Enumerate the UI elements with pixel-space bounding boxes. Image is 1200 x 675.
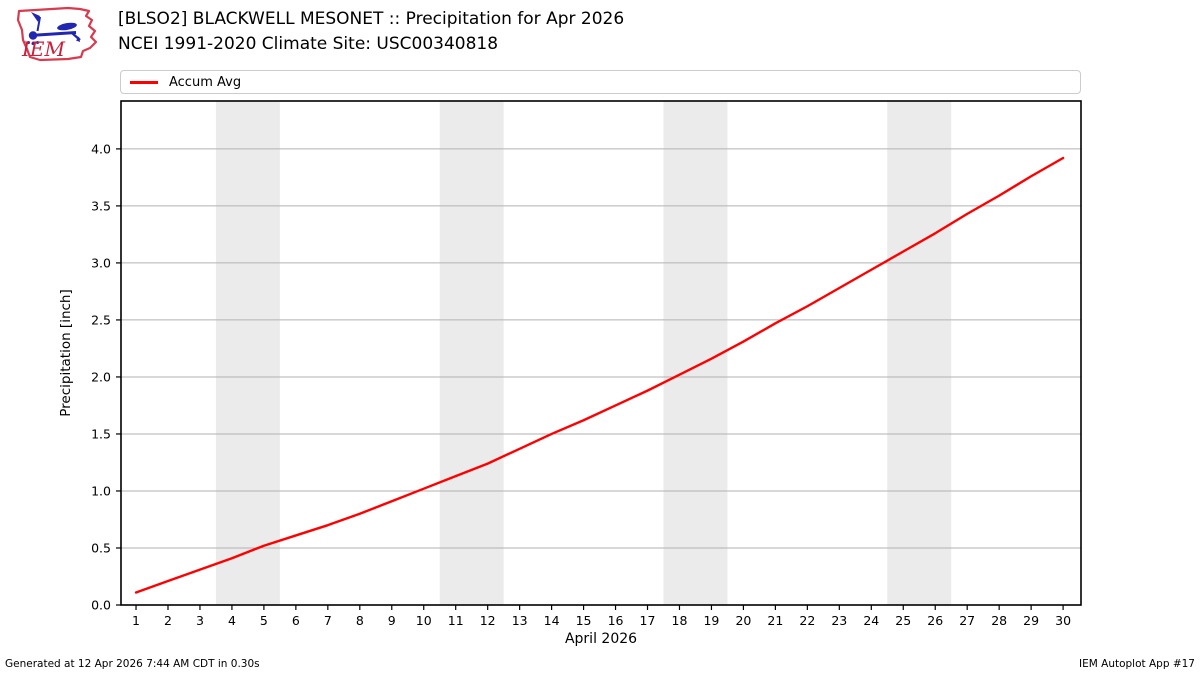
app-credit: IEM Autoplot App #17	[1079, 658, 1195, 670]
x-tick-label: 23	[831, 613, 847, 628]
y-tick-label: 4.0	[91, 141, 111, 156]
chart-title: [BLSO2] BLACKWELL MESONET :: Precipitati…	[118, 9, 625, 29]
plot-frame	[120, 100, 1082, 606]
x-tick-label: 22	[799, 613, 815, 628]
y-tick-label: 0.5	[91, 540, 111, 555]
x-tick-label: 10	[416, 613, 432, 628]
x-tick-label: 7	[324, 613, 332, 628]
x-tick-label: 24	[863, 613, 879, 628]
x-tick-label: 8	[356, 613, 364, 628]
y-axis-label: Precipitation [inch]	[58, 289, 74, 417]
y-tick-label: 1.5	[91, 426, 111, 441]
x-tick-label: 27	[959, 613, 975, 628]
x-tick-label: 19	[703, 613, 719, 628]
x-axis-label: April 2026	[564, 631, 638, 647]
x-tick-label: 1	[132, 613, 140, 628]
x-tick-label: 4	[228, 613, 236, 628]
x-tick-label: 28	[991, 613, 1007, 628]
x-tick-label: 29	[1023, 613, 1039, 628]
x-tick-label: 3	[196, 613, 204, 628]
weekend-band	[663, 101, 728, 605]
weekend-band	[887, 101, 952, 605]
weather-station-icon	[27, 12, 81, 45]
x-tick-label: 16	[608, 613, 624, 628]
y-tick-label: 3.0	[91, 255, 111, 270]
legend: Accum Avg	[120, 70, 1081, 94]
x-tick-label: 2	[164, 613, 172, 628]
chart-subtitle: NCEI 1991-2020 Climate Site: USC00340818	[118, 34, 499, 54]
weekend-band	[439, 101, 504, 605]
chart-header: [BLSO2] BLACKWELL MESONET :: Precipitati…	[118, 7, 624, 57]
x-tick-label: 9	[388, 613, 396, 628]
x-tick-label: 15	[576, 613, 592, 628]
generated-timestamp: Generated at 12 Apr 2026 7:44 AM CDT in …	[5, 658, 260, 670]
y-tick-label: 2.5	[91, 312, 111, 327]
legend-label: Accum Avg	[169, 74, 242, 90]
y-tick-label: 2.0	[91, 369, 111, 384]
logo-text: IEM	[21, 37, 66, 61]
x-tick-label: 17	[640, 613, 656, 628]
x-tick-label: 6	[292, 613, 300, 628]
x-tick-label: 21	[767, 613, 783, 628]
x-tick-label: 5	[260, 613, 268, 628]
x-tick-label: 30	[1055, 613, 1071, 628]
x-tick-label: 14	[544, 613, 560, 628]
x-tick-label: 25	[895, 613, 911, 628]
y-tick-label: 1.0	[91, 483, 111, 498]
y-tick-label: 3.5	[91, 198, 111, 213]
x-tick-label: 13	[512, 613, 528, 628]
accum-avg-line	[134, 156, 1065, 594]
precipitation-chart: 1 2 3 4 5 6 7 8 9 10 11 12 13 14 15 16 17 18 19 20 21 22 23 24 2…	[91, 100, 1082, 628]
x-tick-label: 12	[480, 613, 496, 628]
x-tick-label: 11	[448, 613, 464, 628]
iem-logo: IEM	[16, 6, 98, 62]
x-tick-label: 26	[927, 613, 943, 628]
y-tick-label: 0.0	[91, 598, 111, 613]
x-tick-label: 18	[672, 613, 688, 628]
accum-avg-line-swatch	[130, 80, 158, 84]
weekend-band	[215, 101, 280, 605]
x-tick-label: 20	[735, 613, 751, 628]
